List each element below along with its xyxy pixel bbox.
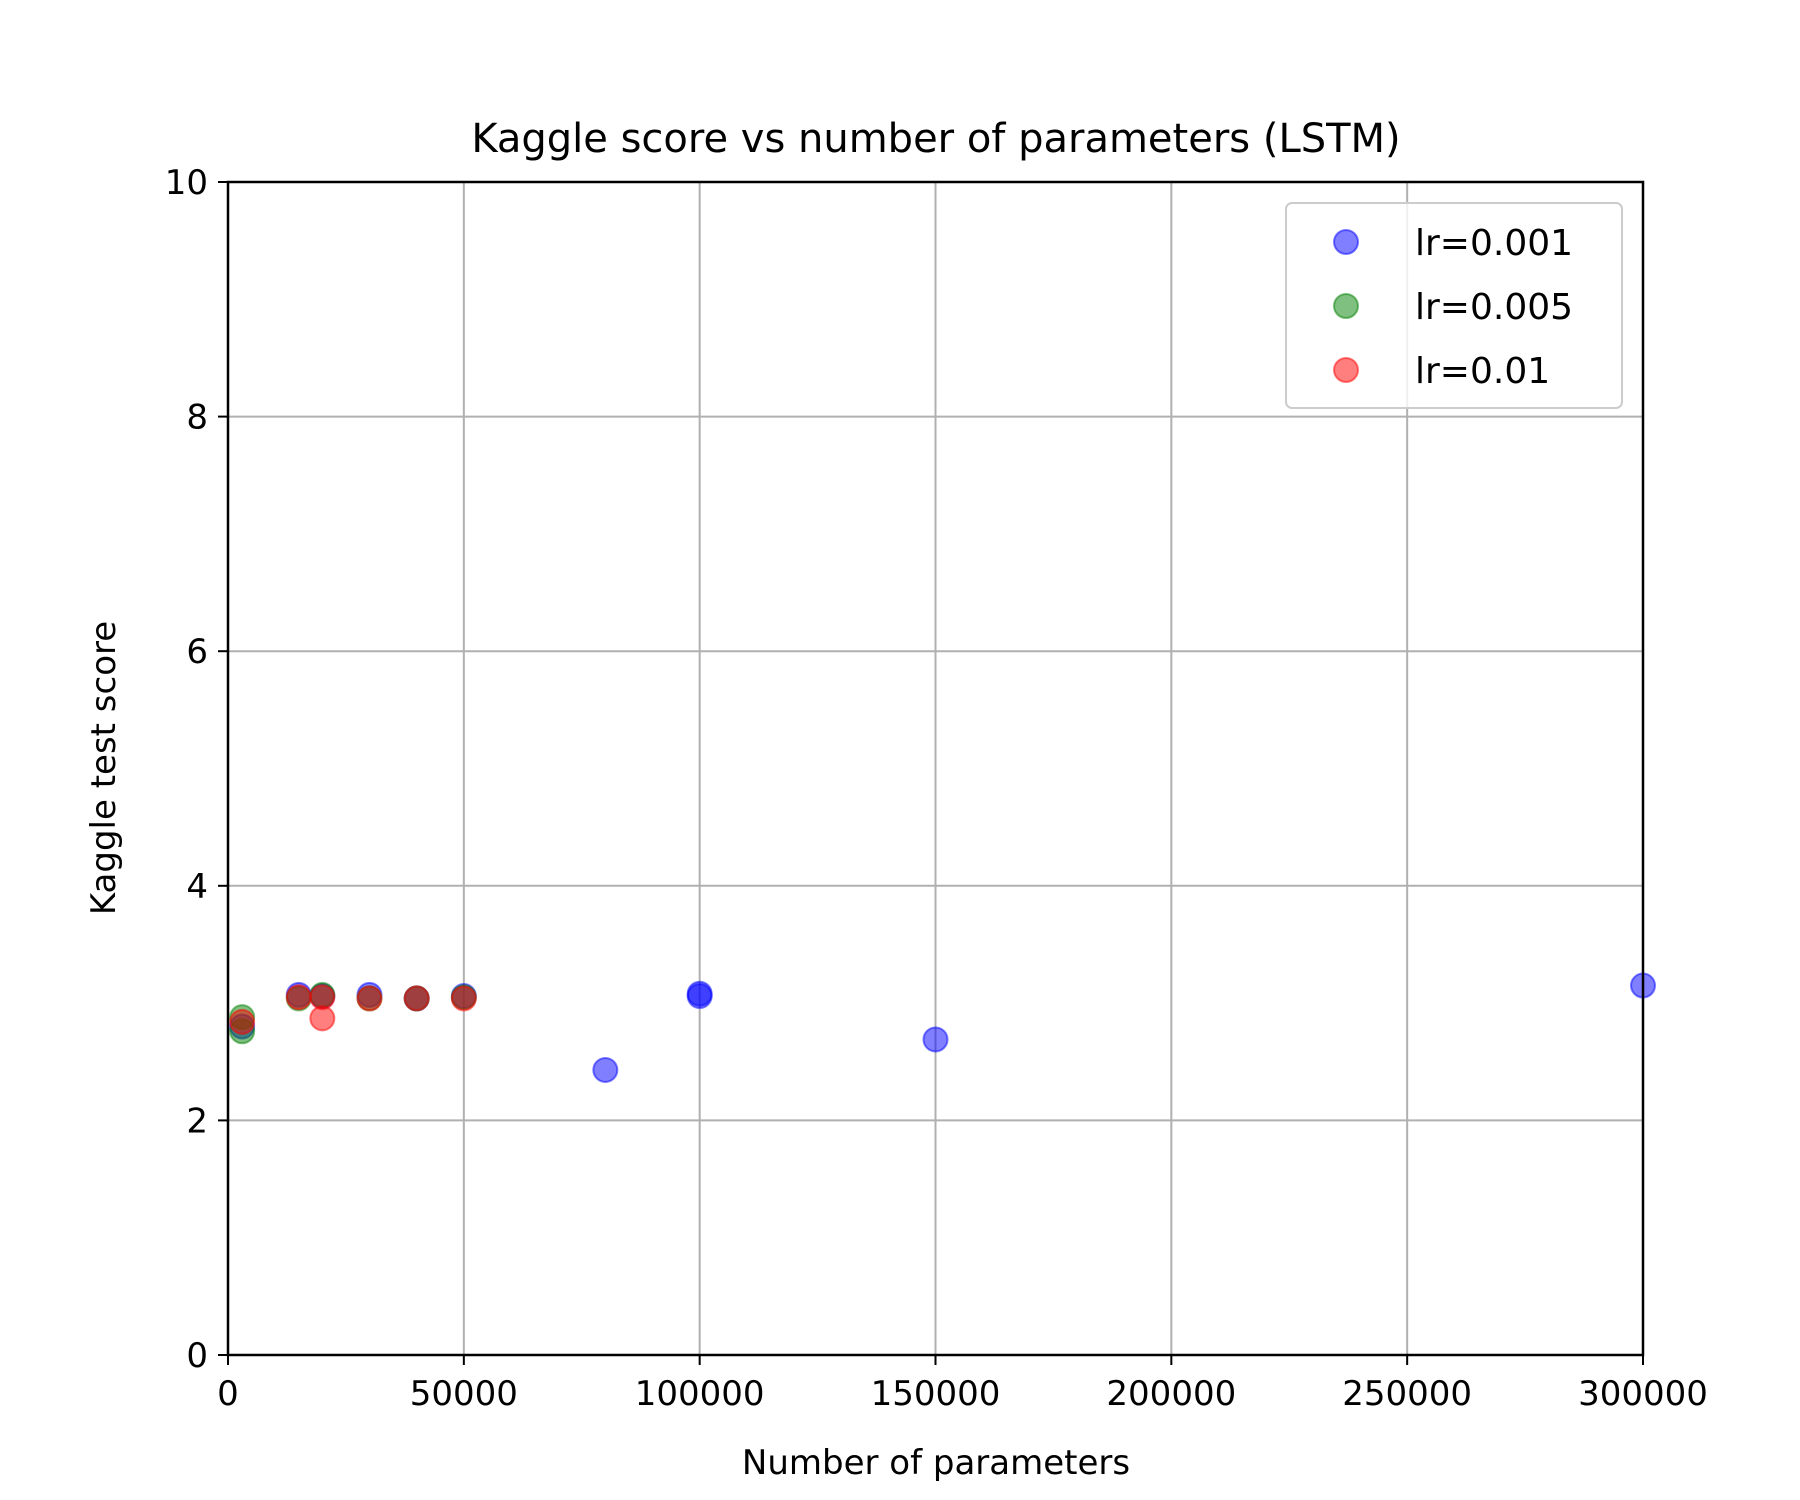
legend: lr=0.001 lr=0.005 lr=0.01 [1285, 202, 1623, 409]
series-lr=0.01 [229, 984, 477, 1035]
legend-marker [1333, 293, 1359, 319]
data-point [922, 1026, 949, 1053]
x-tick-label: 150000 [871, 1374, 1001, 1414]
data-point [356, 985, 383, 1012]
data-point [686, 983, 713, 1010]
data-point [592, 1056, 619, 1083]
data-point [229, 1008, 256, 1035]
y-tick-label: 6 [186, 632, 208, 672]
x-axis-ticks: 0 50000 100000 150000 200000 250000 300000 [217, 1355, 1708, 1414]
chart-title: Kaggle score vs number of parameters (LS… [471, 116, 1400, 162]
data-point [285, 984, 312, 1011]
x-tick-label: 300000 [1578, 1374, 1708, 1414]
x-tick-label: 50000 [410, 1374, 518, 1414]
legend-marker [1333, 229, 1359, 255]
data-point [450, 985, 477, 1012]
legend-box [1285, 202, 1623, 409]
legend-label: lr=0.01 [1415, 351, 1550, 392]
y-tick-label: 10 [165, 163, 208, 203]
legend-label: lr=0.001 [1415, 223, 1573, 264]
data-point [403, 985, 430, 1012]
y-tick-label: 8 [186, 398, 208, 438]
y-tick-label: 2 [186, 1101, 208, 1141]
x-axis-label: Number of parameters [742, 1443, 1130, 1483]
legend-label: lr=0.005 [1415, 287, 1573, 328]
x-tick-label: 250000 [1342, 1374, 1472, 1414]
data-point [309, 984, 336, 1011]
y-tick-label: 0 [186, 1336, 208, 1376]
x-tick-label: 0 [217, 1374, 239, 1414]
data-points [229, 972, 1656, 1083]
x-tick-label: 100000 [635, 1374, 765, 1414]
y-axis-label: Kaggle test score [84, 621, 124, 915]
legend-entries: lr=0.001 lr=0.005 lr=0.01 [1333, 223, 1573, 392]
y-axis-ticks: 0 2 4 6 8 10 [165, 163, 228, 1376]
y-tick-label: 4 [186, 867, 208, 907]
legend-marker [1333, 357, 1359, 383]
x-tick-label: 200000 [1106, 1374, 1236, 1414]
